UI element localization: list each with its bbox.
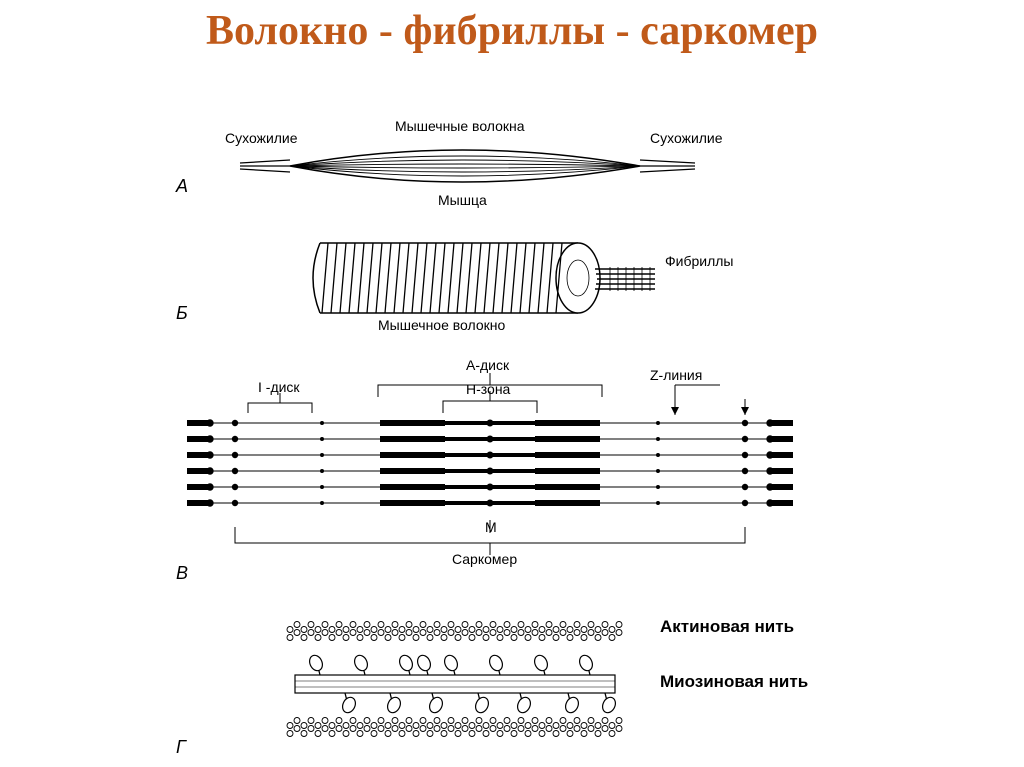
panel-b: Фибриллы Мышечное волокно Б: [0, 225, 1024, 345]
page-title: Волокно - фибриллы - саркомер: [0, 0, 1024, 54]
label-sarcomere: Саркомер: [452, 551, 517, 567]
label-tendon-left: Сухожилие: [225, 130, 298, 146]
fiber-cylinder-svg: [0, 225, 1024, 345]
panel-letter-b: Б: [176, 303, 188, 324]
panel-g: Актиновая нить Миозиновая нить Г: [0, 605, 1024, 765]
muscle-spindle-svg: [0, 120, 1024, 215]
label-tendon-right: Сухожилие: [650, 130, 723, 146]
label-i-disk: I -диск: [258, 379, 300, 395]
panel-v: А-диск Н-зона I -диск Z-линия М Саркомер…: [0, 355, 1024, 590]
label-actin: Актиновая нить: [660, 617, 794, 637]
panel-a: Сухожилие Мышечные волокна Сухожилие Мыш…: [0, 120, 1024, 215]
label-fibrils: Фибриллы: [665, 253, 734, 269]
panel-letter-v: В: [176, 563, 188, 584]
label-muscle: Мышца: [438, 192, 487, 208]
panel-letter-g: Г: [176, 737, 186, 758]
label-myosin: Миозиновая нить: [660, 672, 808, 692]
label-muscle-fibers-upper: Мышечные волокна: [395, 118, 525, 134]
label-a-disk: А-диск: [466, 357, 509, 373]
label-z-line: Z-линия: [650, 367, 702, 383]
label-m: М: [485, 519, 497, 535]
filaments-svg: [0, 605, 1024, 765]
label-h-zone: Н-зона: [466, 381, 510, 397]
label-muscle-fiber: Мышечное волокно: [378, 317, 505, 333]
panel-letter-a: А: [176, 176, 188, 197]
